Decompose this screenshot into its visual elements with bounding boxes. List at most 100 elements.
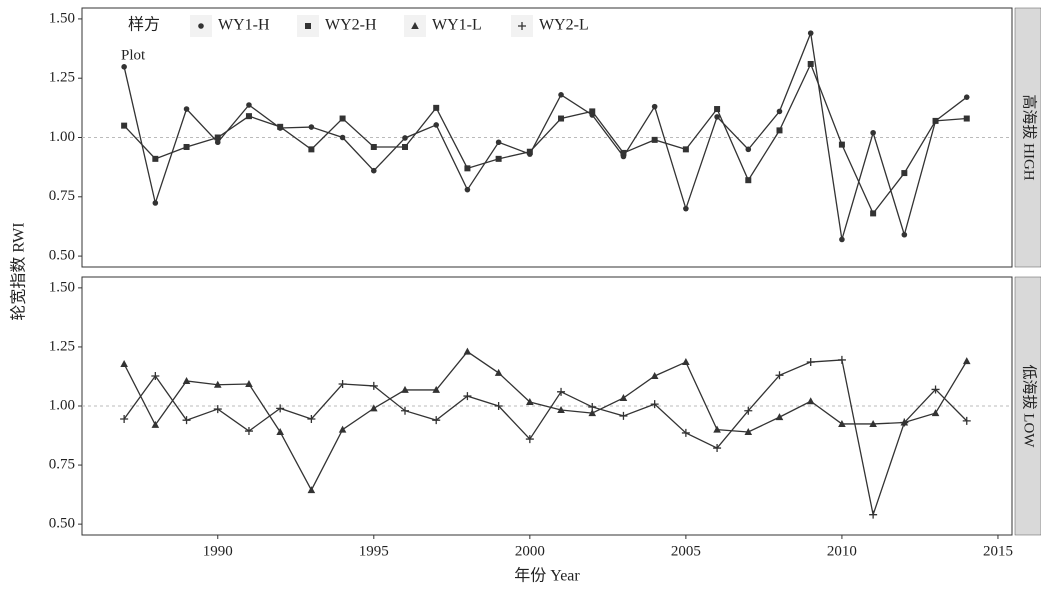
y-tick-label: 1.00 — [49, 397, 75, 413]
point-marker — [307, 486, 316, 494]
facet-strip — [1014, 7, 1041, 268]
point-marker — [838, 419, 846, 427]
point-marker — [682, 358, 690, 366]
point-marker — [589, 108, 596, 115]
point-marker — [558, 115, 565, 122]
point-marker — [558, 92, 564, 98]
point-marker — [745, 177, 752, 184]
point-marker — [776, 127, 783, 134]
point-marker — [432, 416, 441, 425]
point-marker — [183, 143, 190, 150]
point-marker — [463, 392, 472, 401]
facet-strip — [1014, 276, 1041, 536]
y-tick-label: 1.25 — [49, 338, 75, 354]
point-marker — [246, 102, 252, 108]
series-line — [123, 30, 968, 240]
point-marker — [182, 416, 191, 425]
point-marker — [401, 385, 409, 393]
point-marker — [806, 358, 815, 367]
point-marker — [495, 155, 502, 162]
point-marker — [620, 149, 627, 156]
y-tick-label: 1.50 — [49, 279, 75, 295]
point-marker — [402, 143, 409, 150]
point-marker — [369, 381, 378, 390]
facet-label: 低海拔 LOW — [1021, 365, 1038, 449]
y-axis-title: 轮宽指数 RWI — [10, 222, 28, 320]
legend-label: WY2-L — [539, 17, 589, 34]
point-marker — [837, 355, 846, 364]
point-marker — [120, 414, 129, 423]
y-tick-label: 1.25 — [49, 70, 75, 86]
x-tick-label: 2015 — [983, 543, 1013, 559]
point-marker — [214, 134, 221, 141]
point-marker — [402, 135, 408, 141]
point-marker — [744, 406, 753, 415]
point-marker — [338, 425, 347, 433]
point-marker — [411, 22, 419, 29]
point-marker — [338, 380, 347, 389]
point-marker — [518, 22, 526, 30]
x-tick-label: 2005 — [671, 543, 701, 559]
point-marker — [245, 113, 252, 120]
point-marker — [839, 236, 845, 243]
point-marker — [401, 406, 410, 415]
point-marker — [619, 411, 628, 420]
point-marker — [276, 427, 284, 435]
point-marker — [650, 371, 659, 379]
point-marker — [963, 94, 970, 100]
point-marker — [681, 428, 690, 437]
point-marker — [869, 419, 877, 427]
point-marker — [433, 122, 440, 128]
point-marker — [277, 123, 284, 130]
point-marker — [651, 136, 658, 143]
point-marker — [152, 155, 159, 162]
point-marker — [963, 115, 970, 122]
point-marker — [900, 418, 909, 427]
point-marker — [213, 380, 222, 388]
point-marker — [901, 231, 908, 238]
series-line — [123, 62, 967, 215]
point-marker — [120, 359, 128, 367]
point-marker — [214, 139, 221, 146]
point-marker — [182, 376, 191, 384]
point-marker — [807, 60, 814, 67]
point-marker — [339, 134, 346, 141]
point-marker — [838, 141, 845, 148]
point-marker — [776, 108, 783, 115]
point-marker — [432, 385, 441, 393]
legend-label: WY1-H — [218, 17, 270, 34]
point-marker — [870, 210, 877, 217]
point-marker — [806, 397, 815, 405]
y-tick-label: 0.50 — [49, 248, 75, 264]
point-marker — [870, 129, 876, 136]
x-tick-label: 2000 — [515, 543, 545, 559]
point-marker — [744, 427, 753, 435]
x-tick-label: 1990 — [203, 543, 233, 559]
legend-title: 样方 — [128, 16, 160, 34]
point-marker — [588, 402, 597, 411]
point-marker — [245, 380, 253, 388]
point-marker — [370, 143, 377, 150]
legend-label: WY1-L — [432, 17, 482, 34]
point-marker — [339, 115, 346, 122]
point-marker — [650, 400, 659, 409]
point-marker — [931, 409, 940, 417]
point-marker — [308, 146, 315, 153]
point-marker — [869, 510, 878, 519]
x-tick-label: 2010 — [827, 543, 857, 559]
point-marker — [619, 393, 628, 401]
y-tick-label: 1.00 — [49, 129, 75, 145]
point-marker — [932, 117, 939, 124]
point-marker — [244, 427, 253, 436]
point-marker — [464, 165, 471, 172]
x-tick-label: 1995 — [359, 543, 389, 559]
point-marker — [152, 200, 159, 206]
point-marker — [526, 397, 534, 405]
point-marker — [526, 148, 533, 155]
point-marker — [713, 444, 722, 453]
point-marker — [433, 104, 440, 111]
point-marker — [962, 416, 971, 425]
point-marker — [931, 385, 940, 394]
point-marker — [276, 404, 285, 413]
